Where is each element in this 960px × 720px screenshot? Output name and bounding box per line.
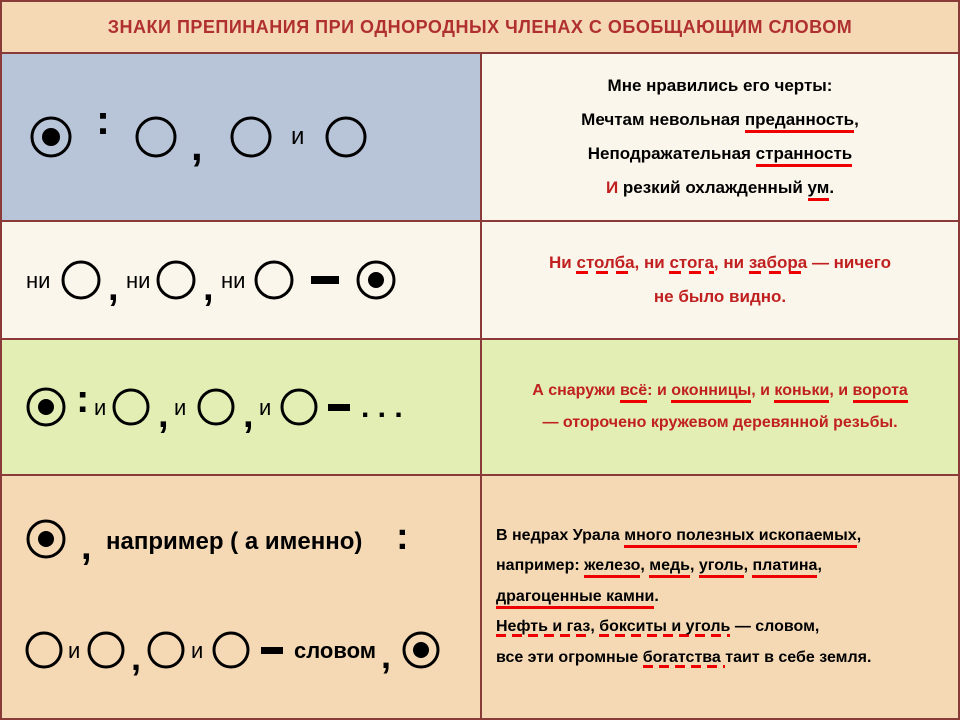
example-line: не было видно. (496, 280, 944, 314)
empty-circle-icon (256, 262, 292, 298)
comma-symbol: , (158, 394, 169, 436)
empty-circle-icon (114, 390, 148, 424)
empty-circle-icon (214, 633, 248, 667)
filled-circle-icon (404, 633, 438, 667)
row4-example: В недрах Урала много полезных ископаемых… (482, 476, 958, 718)
example-line: Мечтам невольная преданность, (496, 103, 944, 137)
example-line: все эти огромные богатства таит в себе з… (496, 643, 944, 673)
comma-symbol: , (381, 635, 391, 676)
colon-symbol: : (76, 377, 89, 421)
page-title: ЗНАКИ ПРЕПИНАНИЯ ПРИ ОДНОРОДНЫХ ЧЛЕНАХ С… (2, 2, 958, 54)
ni-word: ни (221, 268, 245, 293)
empty-circle-icon (27, 633, 61, 667)
and-word: и (94, 395, 106, 420)
empty-circle-icon (199, 390, 233, 424)
colon-symbol: : (96, 96, 110, 143)
example-line: А снаружи всё: и оконницы, и коньки, и в… (496, 375, 944, 407)
comma-symbol: , (131, 637, 141, 678)
row1-example: Мне нравились его черты: Мечтам невольна… (482, 54, 958, 220)
and-word: и (291, 123, 304, 150)
row2-example: Ни столба, ни стога, ни забора — ничего … (482, 222, 958, 338)
ni-word: ни (126, 268, 150, 293)
row4-scheme: , например ( а именно) : и , и словом , (2, 476, 482, 718)
empty-circle-icon (89, 633, 123, 667)
empty-circle-icon (327, 118, 365, 156)
example-line: В недрах Урала много полезных ископаемых… (496, 521, 944, 551)
example-line: — оторочено кружевом деревянной резьбы. (496, 407, 944, 439)
colon-symbol: : (396, 516, 409, 558)
row1-scheme: : , и (2, 54, 482, 220)
filled-circle-icon (28, 521, 64, 557)
filled-circle-icon (32, 118, 70, 156)
example-line: драгоценные камни. (496, 582, 944, 612)
ellipsis-symbol: . . . (361, 391, 403, 424)
and-word: и (259, 395, 271, 420)
example-line: Неподражательная странность (496, 137, 944, 171)
comma-symbol: , (191, 122, 203, 169)
and-word: и (174, 395, 186, 420)
filled-circle-icon (358, 262, 394, 298)
example-line: И резкий охлажденный ум. (496, 171, 944, 205)
row-3: : и , и , и . . . А снаружи всё: и оконн… (2, 340, 958, 476)
dash-symbol (261, 647, 283, 654)
row-2: ни , ни , ни Ни столба, ни стога, ни заб… (2, 222, 958, 340)
comma-symbol: , (243, 394, 254, 436)
dash-symbol (311, 276, 339, 284)
empty-circle-icon (149, 633, 183, 667)
naprimer-word: например ( а именно) (106, 528, 362, 555)
empty-circle-icon (63, 262, 99, 298)
comma-symbol: , (81, 526, 92, 568)
empty-circle-icon (137, 118, 175, 156)
empty-circle-icon (282, 390, 316, 424)
row-1: : , и Мне нравились его черты: Мечтам не… (2, 54, 958, 222)
comma-symbol: , (108, 267, 119, 309)
example-line: Ни столба, ни стога, ни забора — ничего (496, 246, 944, 280)
example-line: Мне нравились его черты: (496, 69, 944, 103)
row-4: , например ( а именно) : и , и словом , (2, 476, 958, 718)
empty-circle-icon (232, 118, 270, 156)
example-line: например: железо, медь, уголь, платина, (496, 551, 944, 581)
empty-circle-icon (158, 262, 194, 298)
filled-circle-icon (28, 389, 64, 425)
comma-symbol: , (203, 267, 214, 309)
row3-scheme: : и , и , и . . . (2, 340, 482, 474)
row2-scheme: ни , ни , ни (2, 222, 482, 338)
and-word: и (191, 638, 203, 663)
slovom-word: словом (294, 638, 376, 663)
dash-symbol (328, 404, 350, 411)
ni-word: ни (26, 268, 50, 293)
and-word: и (68, 638, 80, 663)
example-line: Нефть и газ, бокситы и уголь — словом, (496, 612, 944, 642)
row3-example: А снаружи всё: и оконницы, и коньки, и в… (482, 340, 958, 474)
